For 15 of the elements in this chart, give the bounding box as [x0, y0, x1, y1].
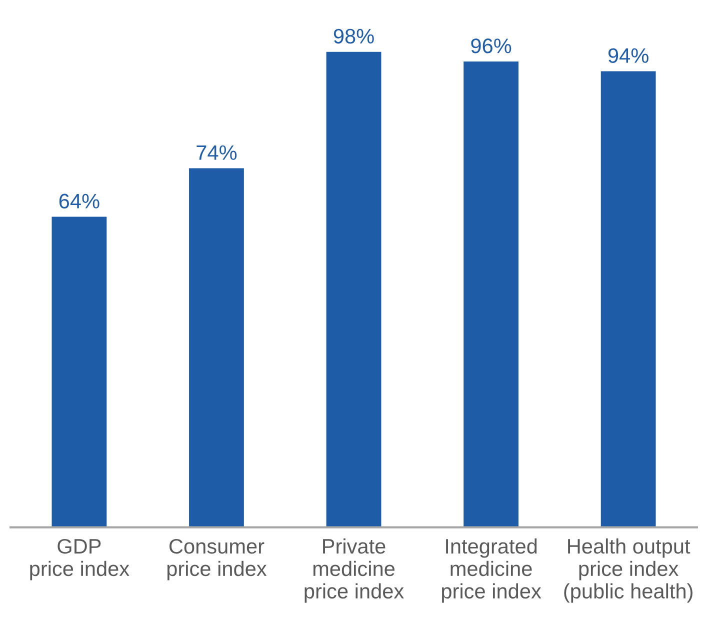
x-tick-label: Integrated medicine price index	[442, 538, 542, 603]
bar	[464, 62, 518, 528]
x-tick-label: Health output price index (public health)	[564, 538, 692, 603]
bar	[326, 52, 382, 528]
bar	[52, 216, 107, 528]
x-tick-label: Private medicine price index	[304, 538, 404, 603]
x-tick-label: Consumer price index	[167, 538, 267, 580]
data-label: 74%	[196, 145, 237, 160]
data-label: 94%	[608, 48, 648, 63]
bar	[600, 71, 656, 528]
bar	[189, 168, 244, 528]
data-label: 96%	[471, 38, 512, 54]
data-label: 98%	[334, 28, 374, 44]
data-label: 64%	[59, 194, 100, 209]
x-tick-label: GDP price index	[30, 538, 130, 580]
